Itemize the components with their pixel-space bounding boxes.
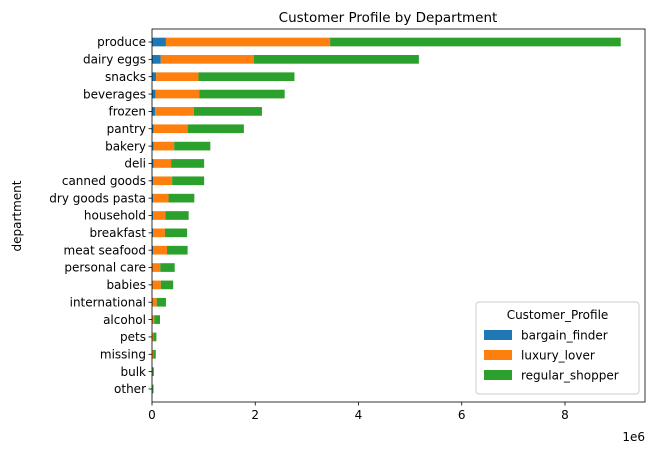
x-tick-label: 6: [458, 408, 466, 422]
y-tick-label: pets: [120, 330, 146, 344]
bar-bargain_finder-breakfast: [152, 228, 154, 238]
bar-regular_shopper-beverages: [199, 89, 285, 99]
y-tick-label: breakfast: [89, 226, 146, 240]
y-tick-label: beverages: [83, 87, 146, 101]
y-tick-label: canned goods: [62, 174, 146, 188]
bar-luxury_lover-household: [153, 211, 166, 220]
bar-regular_shopper-snacks: [198, 72, 295, 82]
bar-regular_shopper-dry-goods-pasta: [168, 193, 195, 203]
bar-luxury_lover-produce: [165, 37, 331, 47]
y-tick-label: personal care: [64, 261, 146, 275]
x-axis-offset-label: 1e6: [622, 430, 645, 444]
bar-bargain_finder-dry-goods-pasta: [152, 193, 154, 203]
axes-layer: produce dairy eggs snacks beverages frozen pa…: [49, 28, 646, 422]
legend-entry-regular_shopper: regular_shopper: [521, 369, 619, 383]
bar-bargain_finder-frozen: [152, 107, 156, 116]
x-tick-label: 2: [251, 408, 259, 422]
bar-regular_shopper-deli: [171, 159, 205, 168]
x-tick-label: 0: [148, 408, 156, 422]
y-tick-label: dry goods pasta: [49, 191, 146, 205]
bar-luxury_lover-breakfast: [153, 228, 165, 238]
y-tick-label: household: [84, 209, 146, 223]
bar-regular_shopper-canned-goods: [172, 176, 205, 186]
bar-luxury_lover-dry-goods-pasta: [153, 193, 169, 203]
legend-entry-bargain_finder: bargain_finder: [521, 329, 608, 343]
bar-bargain_finder-dairy-eggs: [152, 55, 161, 64]
bar-luxury_lover-missing: [152, 349, 154, 359]
bar-regular_shopper-pantry: [187, 124, 244, 134]
bar-luxury_lover-snacks: [156, 72, 199, 82]
bar-luxury_lover-beverages: [155, 89, 200, 99]
bar-bargain_finder-household: [152, 211, 154, 220]
legend: Customer_Profile bargain_finder luxury_lov…: [475, 301, 640, 395]
legend-swatch-bargain_finder: [484, 330, 512, 340]
y-tick-label: babies: [106, 278, 146, 292]
y-tick-label: international: [70, 295, 146, 309]
bar-bargain_finder-produce: [152, 37, 166, 47]
y-tick-label: bulk: [120, 365, 146, 379]
bar-bargain_finder-meat-seafood: [152, 245, 154, 255]
y-tick-label: meat seafood: [64, 243, 146, 257]
bar-regular_shopper-dairy-eggs: [253, 55, 419, 64]
bar-luxury_lover-personal-care: [152, 263, 161, 272]
bar-regular_shopper-pets: [153, 332, 157, 342]
bar-regular_shopper-meat-seafood: [166, 245, 188, 255]
bar-regular_shopper-missing: [153, 349, 156, 359]
bar-regular_shopper-international: [156, 297, 166, 307]
bar-regular_shopper-produce: [330, 37, 621, 47]
bar-luxury_lover-bakery: [153, 141, 175, 151]
bars-layer: [152, 37, 621, 394]
y-tick-label: bakery: [105, 139, 146, 153]
legend-swatch-luxury_lover: [484, 350, 512, 360]
bar-regular_shopper-alcohol: [154, 315, 161, 324]
bar-luxury_lover-international: [152, 297, 157, 307]
bar-luxury_lover-deli: [153, 159, 172, 168]
bar-regular_shopper-breakfast: [164, 228, 188, 238]
bar-luxury_lover-pets: [152, 332, 154, 342]
x-tick-label: 4: [355, 408, 363, 422]
bar-bargain_finder-snacks: [152, 72, 157, 82]
legend-title: Customer_Profile: [507, 308, 609, 322]
bar-luxury_lover-canned-goods: [153, 176, 173, 186]
y-tick-label: deli: [124, 157, 146, 171]
legend-swatch-regular_shopper: [484, 370, 512, 380]
bar-luxury_lover-meat-seafood: [153, 245, 167, 255]
bar-luxury_lover-pantry: [153, 124, 188, 134]
bar-regular_shopper-frozen: [193, 107, 262, 116]
bar-regular_shopper-other: [152, 384, 154, 394]
legend-entry-luxury_lover: luxury_lover: [521, 349, 595, 363]
y-tick-label: alcohol: [103, 313, 146, 327]
bar-luxury_lover-frozen: [155, 107, 194, 116]
y-tick-label: snacks: [105, 70, 146, 84]
bar-bargain_finder-deli: [152, 159, 154, 168]
x-tick-label: 8: [561, 408, 569, 422]
bar-bargain_finder-bakery: [152, 141, 154, 151]
bar-luxury_lover-dairy-eggs: [160, 55, 254, 64]
legend-box: [475, 301, 640, 395]
bar-luxury_lover-alcohol: [152, 315, 155, 324]
bar-bargain_finder-beverages: [152, 89, 156, 99]
bar-luxury_lover-babies: [152, 280, 161, 290]
bar-bargain_finder-canned-goods: [152, 176, 154, 186]
bar-regular_shopper-bakery: [174, 141, 211, 151]
y-tick-label: produce: [97, 35, 146, 49]
y-tick-label: other: [114, 382, 146, 396]
y-tick-label: pantry: [107, 122, 146, 136]
y-tick-label: frozen: [108, 105, 146, 119]
bar-regular_shopper-bulk: [152, 367, 154, 376]
bar-regular_shopper-babies: [160, 280, 174, 290]
bar-regular_shopper-household: [165, 211, 189, 220]
chart-title: Customer Profile by Department: [279, 10, 498, 26]
bar-regular_shopper-personal-care: [160, 263, 175, 272]
bar-bargain_finder-pantry: [152, 124, 154, 134]
y-axis-label: department: [10, 180, 24, 251]
y-tick-label: missing: [100, 347, 146, 361]
y-tick-label: dairy eggs: [83, 53, 146, 67]
